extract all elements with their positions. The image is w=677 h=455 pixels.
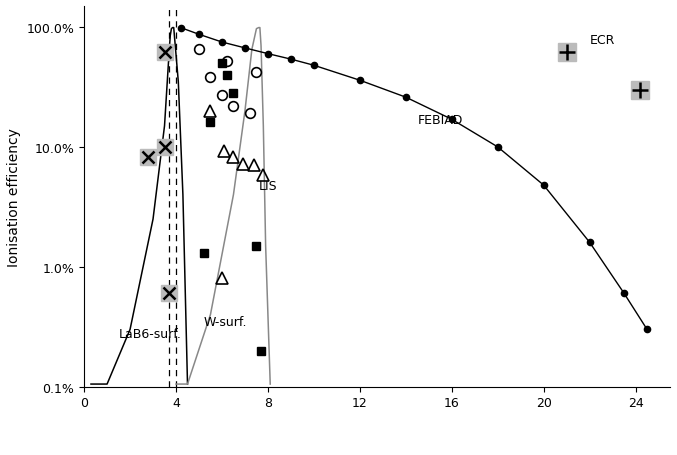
Text: LIS: LIS <box>259 179 278 192</box>
Y-axis label: Ionisation efficiency: Ionisation efficiency <box>7 127 21 266</box>
Text: ECR: ECR <box>590 35 615 47</box>
Text: LaB6-surf.: LaB6-surf. <box>118 327 181 340</box>
Text: FEBIAD: FEBIAD <box>417 114 462 126</box>
Text: W-surf.: W-surf. <box>204 315 247 328</box>
